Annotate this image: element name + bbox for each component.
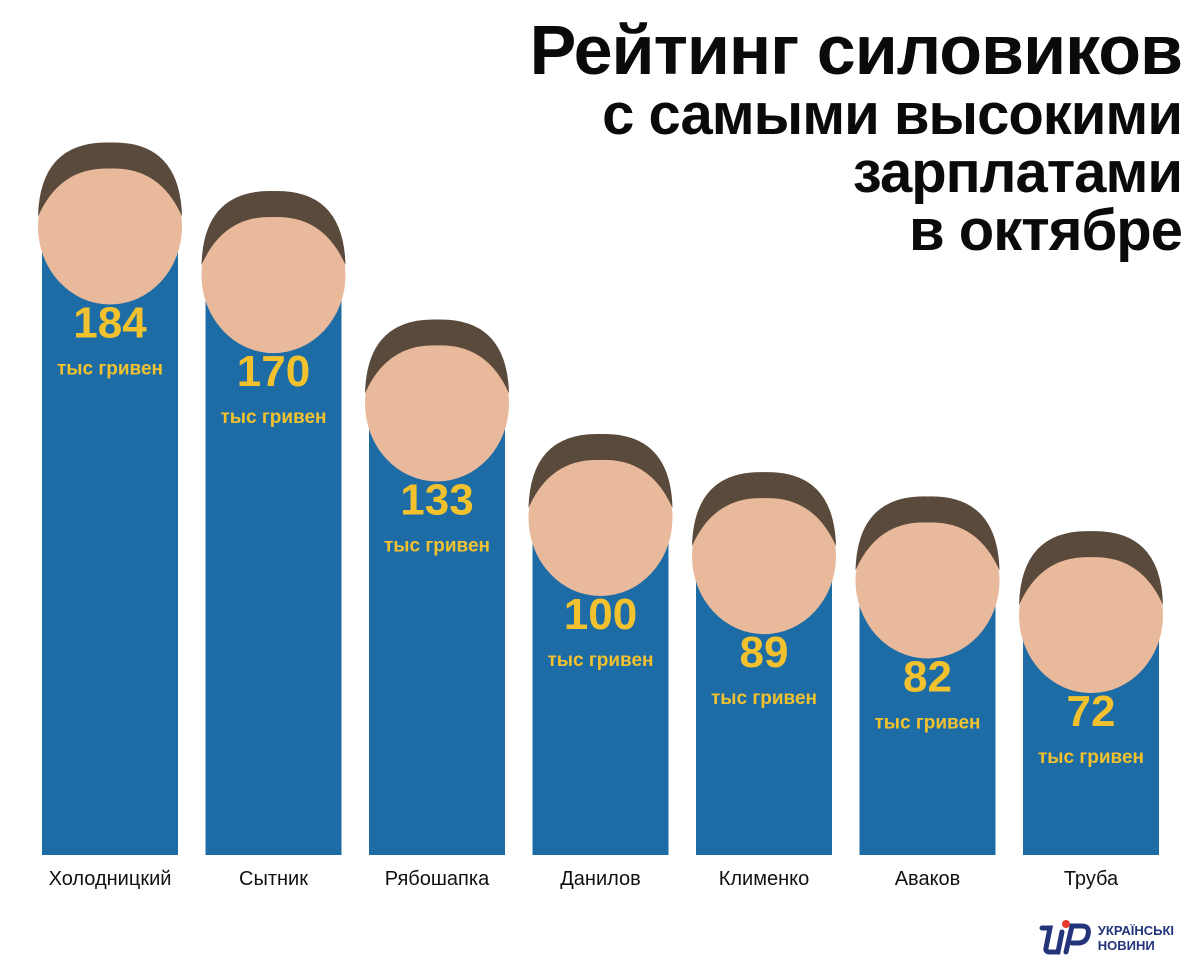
category-label-5: Клименко <box>719 868 810 890</box>
portrait-hair-4 <box>528 433 673 508</box>
title-line-2: с самыми высокими <box>602 82 1183 147</box>
portrait-hair-1 <box>38 142 182 217</box>
value-label-5: 89 <box>740 628 789 677</box>
logo-mark-icon <box>1039 920 1091 955</box>
unit-label-1: тыс гривен <box>57 359 163 380</box>
category-label-4: Данилов <box>560 868 641 890</box>
category-label-6: Аваков <box>895 868 961 890</box>
category-label-7: Труба <box>1064 868 1119 890</box>
unit-label-2: тыс гривен <box>220 407 326 428</box>
portrait-hair-7 <box>1019 531 1163 606</box>
portrait-face-6 <box>855 502 1000 659</box>
portrait-face-7 <box>1019 537 1163 694</box>
portrait-face-5 <box>692 478 836 635</box>
ukrainski-novyny-logo: УКРАЇНСЬКІ НОВИНИ <box>1036 918 1174 958</box>
bar-group-6: 82 тыс гривен Аваков <box>855 496 1000 890</box>
chart-title: Рейтинг силовиков с самыми высокими зарп… <box>529 11 1183 263</box>
bar-group-1: 184 тыс гривен Холодницкий <box>38 142 182 890</box>
unit-label-5: тыс гривен <box>711 688 817 709</box>
portrait-face-2 <box>201 197 346 354</box>
logo-text-line-2: НОВИНИ <box>1097 938 1155 953</box>
title-line-1: Рейтинг силовиков <box>529 11 1183 89</box>
unit-label-7: тыс гривен <box>1038 747 1144 768</box>
category-label-1: Холодницкий <box>49 868 172 890</box>
bar-group-7: 72 тыс гривен Труба <box>1019 531 1163 890</box>
bar-group-4: 100 тыс гривен Данилов <box>528 433 673 890</box>
unit-label-3: тыс гривен <box>384 535 490 556</box>
title-line-3: зарплатами <box>852 140 1183 205</box>
portrait-hair-2 <box>201 191 346 266</box>
logo-text-line-1: УКРАЇНСЬКІ <box>1097 923 1174 938</box>
portrait-face-1 <box>38 148 182 305</box>
bar-group-2: 170 тыс гривен Сытник <box>201 191 346 890</box>
portrait-face-4 <box>528 440 673 596</box>
bar-1 <box>42 216 178 855</box>
value-label-1: 184 <box>73 299 147 348</box>
portrait-face-3 <box>365 325 509 482</box>
portrait-hair-3 <box>365 319 509 394</box>
unit-label-6: тыс гривен <box>874 712 980 733</box>
category-label-2: Сытник <box>239 868 308 890</box>
value-label-7: 72 <box>1067 687 1116 736</box>
portrait-hair-6 <box>855 496 1000 571</box>
value-label-4: 100 <box>564 590 637 639</box>
bar-2 <box>205 265 342 856</box>
value-label-6: 82 <box>903 652 952 701</box>
portrait-hair-5 <box>692 472 836 547</box>
bar-group-5: 89 тыс гривен Клименко <box>692 472 836 890</box>
unit-label-4: тыс гривен <box>547 650 653 671</box>
title-line-4: в октябре <box>909 198 1183 263</box>
value-label-3: 133 <box>400 475 473 524</box>
category-label-3: Рябошапка <box>385 868 490 890</box>
value-label-2: 170 <box>237 347 310 396</box>
bar-group-3: 133 тыс гривен Рябошапка <box>365 319 509 890</box>
